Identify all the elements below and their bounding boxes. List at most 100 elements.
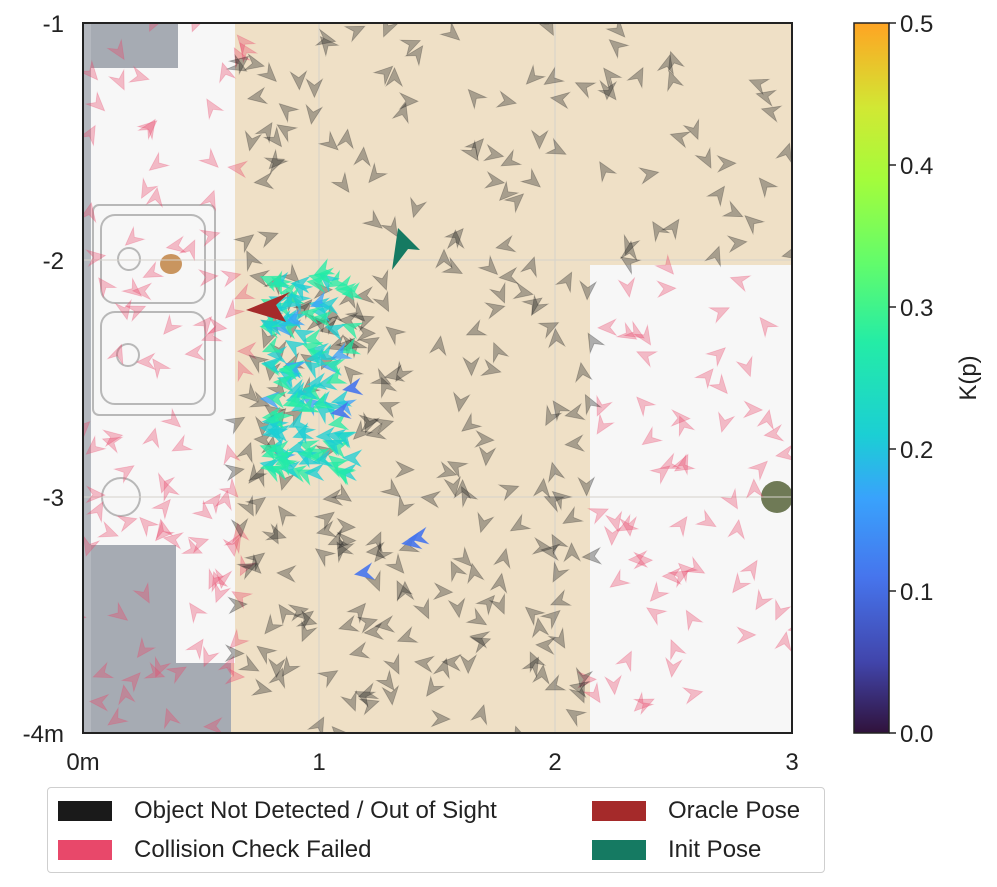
not-detected-pose-marker <box>532 664 550 686</box>
scored-pose-marker <box>408 526 430 545</box>
collision-pose-marker <box>83 420 91 442</box>
collision-pose-marker <box>645 607 668 627</box>
collision-pose-marker <box>231 591 254 610</box>
not-detected-pose-marker <box>256 231 279 249</box>
collision-pose-marker <box>707 307 731 324</box>
x-tick-label: 0m <box>66 749 99 776</box>
not-detected-pose-marker <box>264 613 285 635</box>
not-detected-pose-marker <box>375 669 395 691</box>
collision-pose-marker <box>668 515 688 538</box>
y-tick-label: -4m <box>23 721 64 748</box>
not-detected-pose-marker <box>452 391 471 413</box>
collision-pose-marker <box>107 68 125 91</box>
collision-pose-marker <box>165 666 188 685</box>
not-detected-pose-marker <box>243 53 266 71</box>
scored-pose-marker <box>295 469 318 486</box>
not-detected-pose-marker <box>544 673 567 691</box>
scored-pose-marker <box>333 469 356 486</box>
not-detected-pose-marker <box>461 412 483 432</box>
not-detected-pose-marker <box>357 336 380 356</box>
not-detected-pose-marker <box>319 35 340 58</box>
init-pose-marker <box>392 228 420 270</box>
collision-pose-marker <box>160 407 182 428</box>
collision-pose-marker <box>124 305 147 323</box>
collision-pose-marker <box>693 368 714 390</box>
scored-pose-marker <box>306 347 328 366</box>
collision-pose-marker <box>636 396 657 418</box>
scored-pose-marker <box>290 275 311 294</box>
not-detected-pose-marker <box>363 622 385 641</box>
not-detected-pose-marker <box>248 390 271 408</box>
legend-item-oracle-pose: Oracle Pose <box>592 796 800 826</box>
not-detected-pose-marker <box>581 546 603 565</box>
wall-bottom-step <box>176 663 231 733</box>
not-detected-pose-marker <box>420 490 442 509</box>
not-detected-pose-marker <box>396 625 419 643</box>
collision-pose-marker <box>704 347 727 368</box>
not-detected-pose-marker <box>358 698 381 716</box>
not-detected-pose-marker <box>608 39 630 60</box>
collision-pose-marker <box>659 452 682 469</box>
collision-pose-marker <box>236 34 257 56</box>
not-detected-pose-marker <box>227 55 250 76</box>
not-detected-pose-marker <box>235 441 253 464</box>
not-detected-pose-marker <box>447 597 466 619</box>
not-detected-pose-marker <box>469 703 488 726</box>
scored-pose-marker <box>306 372 329 391</box>
legend-swatch <box>592 801 646 821</box>
not-detected-pose-marker <box>493 547 511 570</box>
collision-pose-marker <box>162 532 185 550</box>
y-tick-label: -1 <box>43 11 64 38</box>
not-detected-pose-marker <box>509 513 532 532</box>
not-detected-pose-marker <box>398 91 419 110</box>
not-detected-pose-marker <box>551 533 569 556</box>
scored-pose-marker <box>264 410 286 429</box>
not-detected-pose-marker <box>474 594 496 616</box>
scored-pose-marker <box>259 275 282 293</box>
not-detected-pose-marker <box>352 419 374 440</box>
not-detected-pose-marker <box>356 616 379 634</box>
not-detected-pose-marker <box>365 422 388 440</box>
not-detected-pose-marker <box>404 44 424 67</box>
not-detected-pose-marker <box>295 609 318 627</box>
not-detected-pose-marker <box>369 367 392 385</box>
not-detected-pose-marker <box>551 490 573 511</box>
not-detected-pose-marker <box>322 488 344 507</box>
legend-label: Oracle Pose <box>668 797 801 824</box>
not-detected-pose-marker <box>694 146 712 169</box>
collision-pose-marker <box>132 581 150 604</box>
scored-pose-marker <box>294 425 317 445</box>
scored-pose-marker <box>273 450 296 469</box>
not-detected-pose-marker <box>439 23 461 41</box>
not-detected-pose-marker <box>343 25 366 43</box>
not-detected-pose-marker <box>477 254 499 276</box>
collision-pose-marker <box>596 412 615 435</box>
legend-label: Collision Check Failed <box>134 836 372 863</box>
scored-pose-marker <box>279 371 302 389</box>
not-detected-pose-marker <box>340 689 357 712</box>
collision-pose-marker <box>627 550 649 569</box>
not-detected-pose-marker <box>363 411 381 434</box>
collision-pose-marker <box>198 229 221 247</box>
collision-pose-marker <box>694 508 717 528</box>
not-detected-pose-marker <box>256 645 278 665</box>
not-detected-pose-marker <box>277 505 298 527</box>
not-detected-pose-marker <box>397 494 416 517</box>
not-detected-pose-marker <box>519 167 542 188</box>
not-detected-pose-marker <box>463 138 485 160</box>
collision-pose-marker <box>239 554 257 577</box>
not-detected-pose-marker <box>488 281 506 304</box>
collision-pose-marker <box>198 147 219 168</box>
collision-pose-marker <box>131 282 153 301</box>
collision-pose-marker <box>118 684 136 706</box>
not-detected-pose-marker <box>338 535 356 558</box>
scored-pose-marker <box>306 275 328 294</box>
not-detected-pose-marker <box>532 477 551 499</box>
legend-swatch <box>58 840 112 860</box>
not-detected-pose-marker <box>488 592 505 615</box>
not-detected-pose-marker <box>244 496 267 517</box>
not-detected-pose-marker <box>512 281 534 300</box>
collision-pose-marker <box>141 177 159 200</box>
not-detected-pose-marker <box>597 79 617 101</box>
scored-pose-marker <box>335 431 358 449</box>
